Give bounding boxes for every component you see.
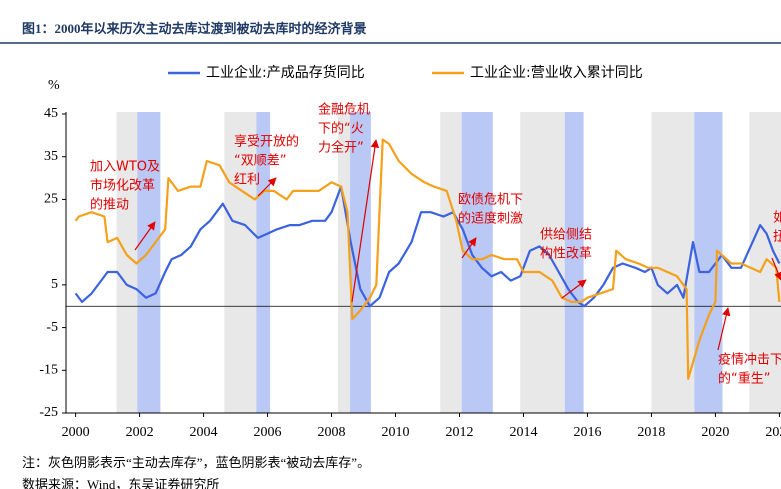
shade-band (337, 112, 351, 413)
shade-band (116, 112, 138, 413)
annotation: 扭 (773, 230, 781, 245)
y-tick-label: 25 (44, 192, 58, 207)
annotation: 供给侧结 (540, 228, 592, 243)
annotation-arrow (461, 237, 477, 259)
annotation: 享受开放的 (234, 134, 299, 150)
shade-band (440, 112, 462, 413)
annotation-arrow (134, 221, 156, 251)
annotation: 构性改革 (540, 247, 592, 262)
y-tick-label: 35 (44, 149, 58, 164)
shade-band (224, 112, 257, 413)
x-tick-label: 2002 (126, 425, 154, 440)
annotation: 的推动 (90, 197, 129, 213)
note: 数据来源：Wind，东吴证券研究所 (22, 477, 219, 489)
x-tick-label: 2022 (765, 425, 781, 440)
annotation: 疫情冲击下 (718, 352, 781, 368)
annotation: 欧债危机下 (458, 193, 523, 208)
y-tick-label: -25 (39, 405, 58, 420)
x-tick-label: 2006 (254, 425, 282, 440)
annotation: 市场化改革 (90, 178, 155, 194)
annotation: 加入WTO及 (90, 160, 160, 175)
shade-band (520, 112, 565, 413)
y-tick-label: 5 (51, 277, 58, 292)
annotation-arrow (351, 139, 380, 303)
x-tick-label: 2012 (445, 425, 473, 440)
legend-label: 工业企业:营业收入累计同比 (470, 64, 643, 81)
annotation: 的适度刺激 (458, 211, 523, 227)
series-line (74, 138, 781, 380)
legend-label: 工业企业:产成品存货同比 (206, 64, 365, 81)
shade-band (564, 112, 584, 413)
y-axis-label: % (48, 78, 60, 93)
x-tick-label: 2010 (382, 425, 410, 440)
shade-band (350, 112, 371, 413)
annotation: 下的“火 (318, 121, 364, 137)
x-tick-label: 2004 (190, 425, 218, 440)
annotation: 红利 (234, 172, 260, 188)
annotation-arrow (257, 177, 277, 197)
annotation: 力全开” (318, 140, 364, 156)
x-tick-label: 2000 (62, 425, 90, 440)
chart-title: 图1：2000年以来历次主动去库过渡到被动去库时的经济背景 (22, 21, 367, 36)
shade-band (694, 112, 723, 413)
annotation-arrow (771, 257, 781, 281)
annotation: 金融危机 (318, 102, 370, 118)
annotation-arrow (561, 279, 587, 299)
x-tick-label: 2016 (573, 425, 601, 440)
annotation: 的“重生” (718, 371, 770, 387)
series-line (74, 185, 781, 308)
x-tick-label: 2008 (318, 425, 346, 440)
x-tick-label: 2014 (509, 425, 537, 440)
y-tick-label: -5 (46, 320, 58, 335)
shade-band (137, 112, 161, 413)
x-tick-label: 2020 (701, 425, 729, 440)
y-tick-label: -15 (39, 363, 58, 378)
x-tick-label: 2018 (637, 425, 665, 440)
annotation-arrow (717, 307, 731, 351)
annotation: “双顺差” (234, 154, 286, 169)
note: 注：灰色阴影表示“主动去库存”，蓝色阴影表“被动去库存”。 (22, 455, 370, 470)
annotation: 如 (773, 210, 781, 226)
y-tick-label: 45 (44, 106, 58, 121)
